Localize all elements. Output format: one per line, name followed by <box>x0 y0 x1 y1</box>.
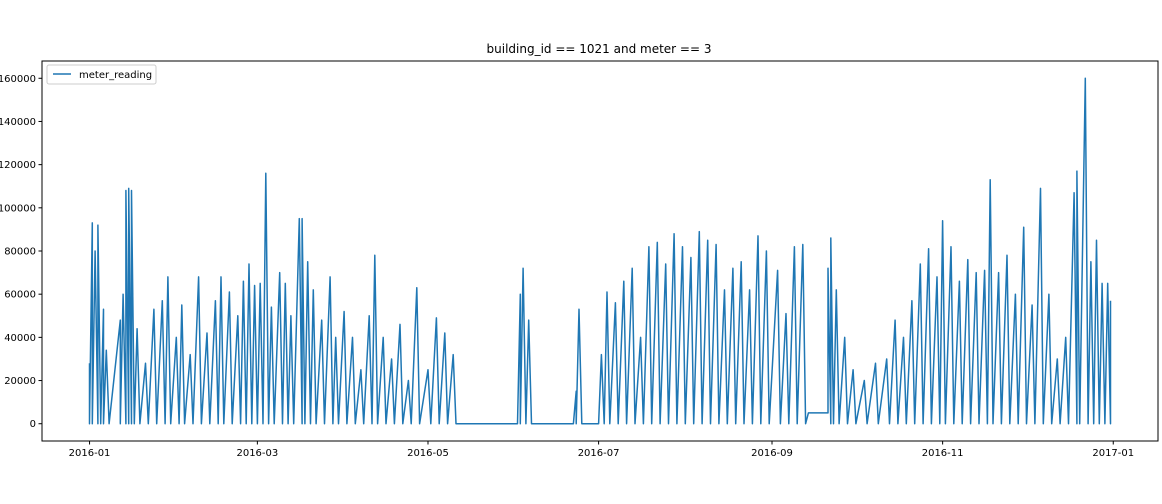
y-tick-label: 0 <box>30 419 36 430</box>
y-tick-label: 20000 <box>4 376 36 387</box>
x-tick-label: 2016-03 <box>236 448 278 459</box>
x-tick-label: 2016-11 <box>922 448 964 459</box>
series-line-meter-reading <box>88 77 1112 425</box>
legend: meter_reading <box>46 64 157 85</box>
y-tick-label: 140000 <box>0 117 36 128</box>
y-tick-label: 60000 <box>4 290 36 301</box>
chart-title: building_id == 1021 and meter == 3 <box>487 42 712 56</box>
x-tick-label: 2017-01 <box>1092 448 1134 459</box>
x-tick-label: 2016-07 <box>578 448 620 459</box>
x-axis: 2016-01 2016-03 2016-05 2016-07 2016-09 2016-… <box>69 441 1134 459</box>
y-tick-label: 100000 <box>0 203 36 214</box>
y-tick-label: 160000 <box>0 74 36 85</box>
y-tick-label: 80000 <box>4 247 36 258</box>
series-layer <box>88 77 1112 425</box>
x-tick-label: 2016-09 <box>751 448 793 459</box>
y-tick-label: 40000 <box>4 333 36 344</box>
legend-label: meter_reading <box>79 70 152 81</box>
y-axis: 0 20000 40000 60000 80000 100000 120000 140000 1… <box>0 74 42 430</box>
x-tick-label: 2016-05 <box>407 448 449 459</box>
y-tick-label: 120000 <box>0 160 36 171</box>
x-tick-label: 2016-01 <box>69 448 111 459</box>
legend-box <box>46 64 157 85</box>
